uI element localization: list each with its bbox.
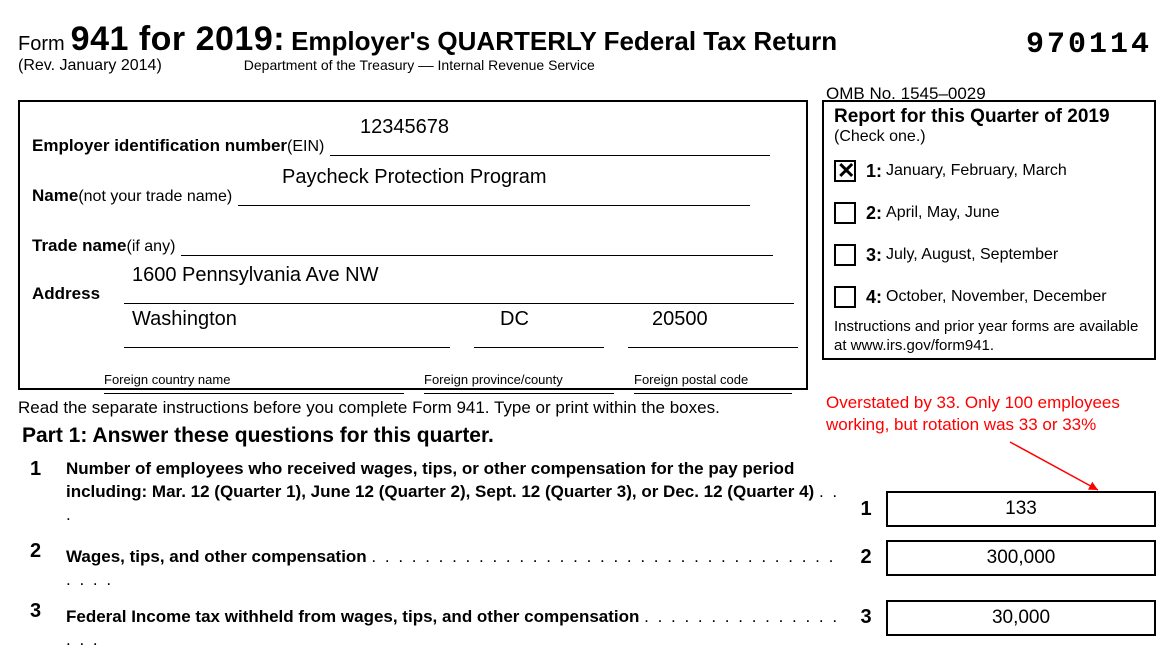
quarter-num-3: 3: (866, 245, 882, 266)
checkbox-icon[interactable] (834, 160, 856, 182)
line-2-rnum: 2 (852, 540, 880, 569)
form-subtitle: Employer's QUARTERLY Federal Tax Return (291, 26, 837, 57)
ein-value: 12345678 (360, 116, 449, 139)
ocr-number: 970114 (1026, 28, 1152, 62)
quarter-check-one: (Check one.) (834, 128, 1144, 146)
line-2-value-box[interactable]: 300,000 (886, 540, 1156, 576)
trade-sub: (if any) (127, 238, 176, 256)
department-text: Department of the Treasury –– Internal R… (244, 57, 595, 73)
revision-text: (Rev. January 2014) (18, 57, 162, 75)
ein-label: Employer identification number (32, 136, 287, 156)
checkbox-icon[interactable] (834, 244, 856, 266)
annotation-text: Overstated by 33. Only 100 employees wor… (826, 392, 1158, 436)
quarter-option-2[interactable]: 2: April, May, June (834, 202, 1144, 224)
line-3: 3 Federal Income tax withheld from wages… (30, 600, 1156, 652)
line-2-text-span: Wages, tips, and other compensation (66, 547, 367, 566)
line-1-value-box[interactable]: 133 (886, 491, 1156, 527)
line-3-rnum: 3 (852, 600, 880, 629)
state-value: DC (500, 308, 529, 331)
trade-row: Trade name (if any) (32, 230, 773, 256)
city-value: Washington (132, 308, 237, 331)
quarter-box: Report for this Quarter of 2019 (Check o… (822, 100, 1156, 360)
name-sub: (not your trade name) (78, 188, 232, 206)
line-2-num: 2 (30, 540, 66, 563)
line-1-text-span: Number of employees who received wages, … (66, 459, 814, 501)
line-3-value: 30,000 (992, 607, 1050, 629)
name-label: Name (32, 186, 78, 206)
name-value: Paycheck Protection Program (282, 166, 547, 189)
quarter-label-1: January, February, March (886, 162, 1067, 180)
line-3-text: Federal Income tax withheld from wages, … (66, 600, 852, 652)
employer-box: Employer identification number (EIN) 123… (18, 100, 808, 390)
quarter-option-3[interactable]: 3: July, August, September (834, 244, 1144, 266)
trade-label: Trade name (32, 236, 127, 256)
ein-sub: (EIN) (287, 138, 324, 156)
line-2-text: Wages, tips, and other compensation . . … (66, 540, 852, 592)
line-3-num: 3 (30, 600, 66, 623)
form-title-row: Form 941 for 2019: Employer's QUARTERLY … (18, 20, 1156, 59)
quarter-num-1: 1: (866, 161, 882, 182)
read-the-instructions: Read the separate instructions before yo… (18, 398, 720, 418)
line-1-rnum: 1 (852, 498, 880, 527)
quarter-label-2: April, May, June (886, 204, 1000, 222)
checkbox-icon[interactable] (834, 286, 856, 308)
quarter-instructions: Instructions and prior year forms are av… (834, 318, 1144, 356)
zip-value: 20500 (652, 308, 708, 331)
quarter-num-2: 2: (866, 203, 882, 224)
trade-underline[interactable] (181, 230, 773, 256)
form-number: 941 for 2019: (71, 20, 285, 59)
quarter-label-3: July, August, September (886, 246, 1058, 264)
line-2: 2 Wages, tips, and other compensation . … (30, 540, 1156, 592)
line-2-value: 300,000 (987, 547, 1056, 569)
line-1-text: Number of employees who received wages, … (66, 458, 852, 527)
line-3-text-span: Federal Income tax withheld from wages, … (66, 607, 639, 626)
foreign-country-label: Foreign country name (104, 372, 230, 387)
quarter-label-4: October, November, December (886, 288, 1107, 306)
checkbox-icon[interactable] (834, 202, 856, 224)
line-3-value-box[interactable]: 30,000 (886, 600, 1156, 636)
revision-row: (Rev. January 2014) Department of the Tr… (18, 57, 1156, 75)
quarter-option-4[interactable]: 4: October, November, December (834, 286, 1144, 308)
line-1: 1 Number of employees who received wages… (30, 458, 1156, 527)
state-underline[interactable] (474, 322, 604, 348)
line-1-value: 133 (1005, 498, 1037, 520)
quarter-option-1[interactable]: 1: January, February, March (834, 160, 1144, 182)
quarter-num-4: 4: (866, 287, 882, 308)
line-1-num: 1 (30, 458, 66, 481)
form-word: Form (18, 33, 65, 56)
foreign-province-label: Foreign province/county (424, 372, 563, 387)
quarter-title: Report for this Quarter of 2019 (834, 106, 1144, 128)
foreign-postal-label: Foreign postal code (634, 372, 748, 387)
street-value: 1600 Pennsylvania Ave NW (132, 264, 378, 287)
address-label: Address (32, 284, 100, 304)
part1-title: Part 1: Answer these questions for this … (22, 424, 494, 448)
